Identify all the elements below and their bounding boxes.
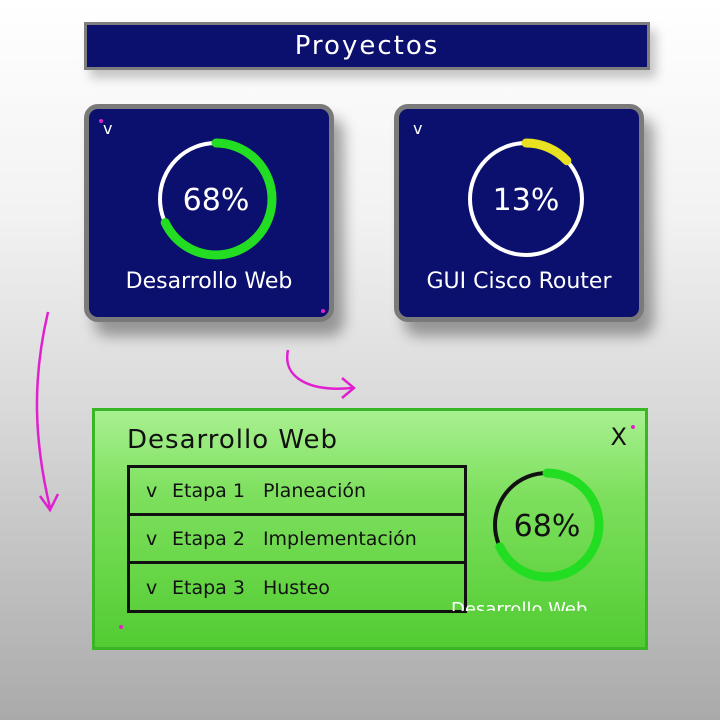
stage-phase: Planeación	[262, 479, 367, 502]
stage-row[interactable]: v Etapa 1 Planeación	[130, 468, 464, 516]
chevron-down-icon[interactable]: v	[103, 119, 113, 138]
project-detail-panel: Desarrollo Web X v Etapa 1 Planeación v …	[92, 408, 648, 650]
marker-dot	[119, 625, 123, 629]
progress-ring-fill	[465, 138, 587, 260]
card-label: Desarrollo Web	[125, 269, 293, 294]
stage-list: v Etapa 1 Planeación v Etapa 2 Implement…	[127, 465, 467, 613]
stage-name: Etapa 3	[172, 577, 245, 599]
title-bar: Proyectos	[84, 22, 650, 70]
stage-phase: Implementación	[262, 527, 417, 550]
progress-ring-fill	[490, 468, 604, 582]
stage-name: Etapa 2	[172, 527, 245, 550]
chevron-down-icon[interactable]: v	[413, 119, 423, 138]
marker-dot	[631, 425, 635, 429]
stage-name: Etapa 1	[172, 479, 245, 502]
marker-dot	[99, 119, 103, 123]
progress-percent: 13%	[493, 183, 560, 218]
project-card-gui-cisco-router[interactable]: v 13% GUI Cisco Router	[394, 104, 644, 322]
project-card-desarrollo-web[interactable]: v 68% Desarrollo Web	[84, 104, 334, 322]
progress-ring: 68%	[490, 468, 604, 582]
progress-percent: 68%	[514, 509, 581, 544]
stage-phase: Husteo	[262, 577, 330, 599]
detail-title: Desarrollo Web	[127, 425, 339, 455]
card-label: GUI Cisco Router	[426, 269, 612, 294]
detail-subtitle: Desarrollo Web	[451, 599, 588, 611]
progress-ring: 68%	[155, 138, 277, 260]
stage-row[interactable]: v Etapa 3 Husteo	[130, 564, 464, 612]
progress-ring-fill	[155, 138, 277, 260]
check-icon[interactable]: v	[146, 527, 158, 550]
arrow-right-icon	[285, 349, 353, 390]
arrowhead-icon	[38, 493, 60, 513]
check-icon[interactable]: v	[146, 577, 158, 599]
marker-dot	[321, 309, 325, 313]
check-icon[interactable]: v	[146, 479, 158, 502]
progress-ring: 13%	[465, 138, 587, 260]
page-title: Proyectos	[294, 31, 440, 61]
close-icon[interactable]: X	[610, 423, 627, 451]
arrowhead-icon	[341, 377, 356, 399]
stage-row[interactable]: v Etapa 2 Implementación	[130, 516, 464, 564]
progress-percent: 68%	[183, 183, 250, 218]
arrow-down-icon	[35, 311, 52, 509]
